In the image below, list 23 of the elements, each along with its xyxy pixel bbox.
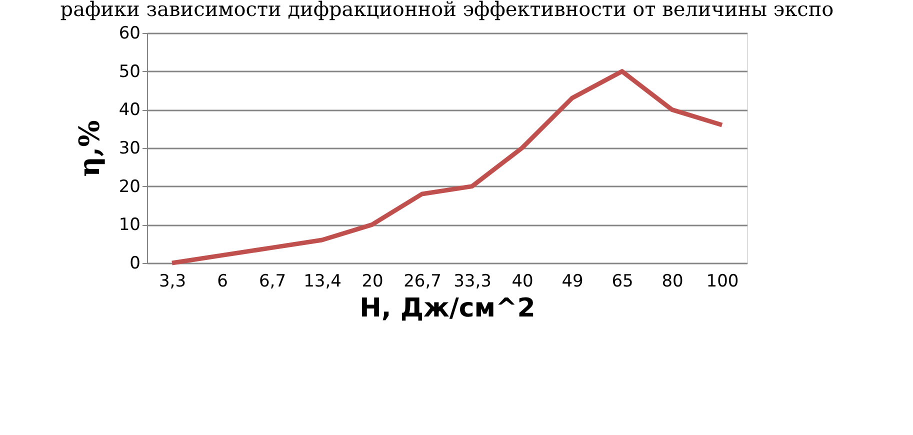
y-tick-label: 10 bbox=[118, 215, 140, 236]
x-tick-label: 20 bbox=[362, 272, 384, 292]
x-tick-label: 100 bbox=[706, 272, 739, 292]
x-tick-label: 13,4 bbox=[304, 272, 342, 292]
y-tick-label: 30 bbox=[118, 138, 140, 158]
x-tick-label: 40 bbox=[512, 272, 534, 292]
x-axis-title: H, Дж/см^2 bbox=[360, 294, 536, 324]
y-tick-label: 20 bbox=[118, 176, 140, 197]
y-tick-label: 60 bbox=[118, 24, 140, 44]
y-tick-label: 0 bbox=[130, 254, 140, 274]
x-tick-label: 3,3 bbox=[158, 272, 186, 292]
y-tick-label: 40 bbox=[118, 100, 140, 120]
x-tick-label: 80 bbox=[662, 272, 684, 292]
x-tick-label: 6 bbox=[217, 272, 228, 292]
chart-title: рафики зависимости дифракционной эффективности от величины экспо bbox=[60, 0, 834, 21]
line-series bbox=[170, 69, 724, 266]
y-tick-label: 50 bbox=[118, 62, 140, 82]
x-tick-label: 33,3 bbox=[454, 272, 492, 292]
x-tick-label: 65 bbox=[612, 272, 634, 292]
x-tick-label: 49 bbox=[562, 272, 584, 292]
x-tick-label: 6,7 bbox=[258, 272, 286, 292]
x-tick-label: 26,7 bbox=[404, 272, 442, 292]
y-axis-title: η,% bbox=[72, 120, 106, 177]
